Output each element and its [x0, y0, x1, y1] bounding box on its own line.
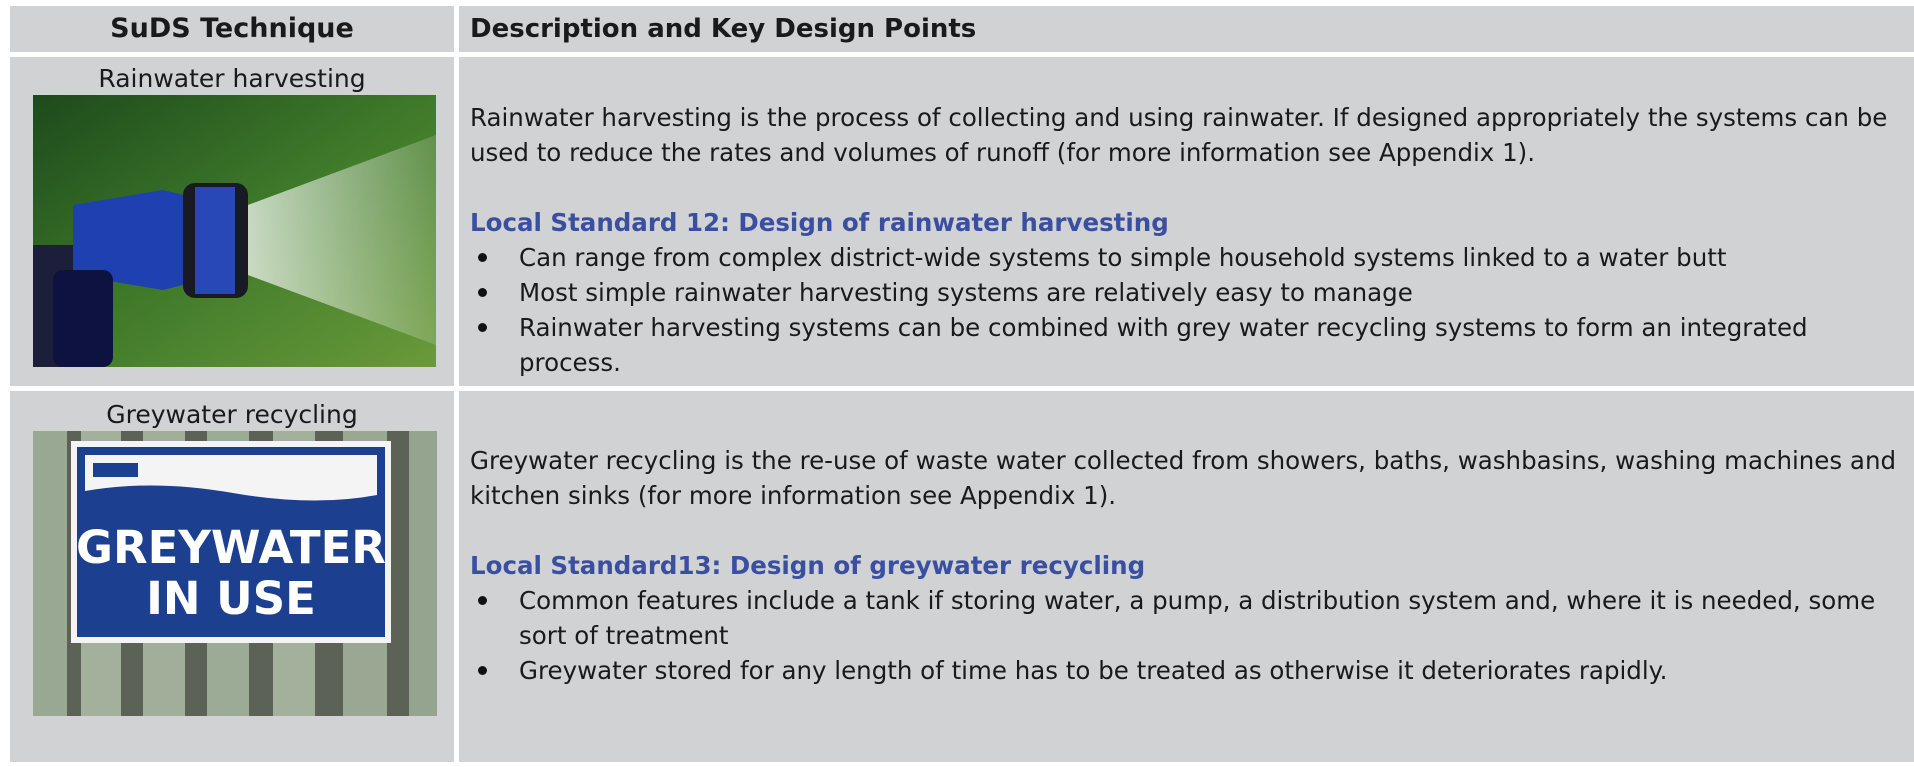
- bullet-item: Common features include a tank if storin…: [470, 583, 1908, 653]
- page: SuDS Technique Description and Key Desig…: [0, 0, 1914, 762]
- technique-label: Greywater recycling: [10, 391, 454, 431]
- bullet-item: Greywater stored for any length of time …: [470, 653, 1908, 688]
- bullet-list: Can range from complex district-wide sys…: [470, 240, 1908, 380]
- technique-cell: Rainwater harvesting: [10, 57, 459, 386]
- table: SuDS Technique Description and Key Desig…: [10, 6, 1914, 767]
- hose-photo: [33, 95, 436, 367]
- header-cell: Description and Key Design Points: [459, 6, 1914, 52]
- sign-photo: GREYWATER IN USE: [33, 431, 437, 716]
- bullet-item: Rainwater harvesting systems can be comb…: [470, 310, 1908, 380]
- technique-label: Rainwater harvesting: [10, 57, 454, 95]
- sign-text: IN USE: [146, 572, 316, 625]
- sign-text: GREYWATER: [76, 521, 386, 574]
- description-text: Rainwater harvesting is the process of c…: [470, 100, 1908, 170]
- bullet-item: Most simple rainwater harvesting systems…: [470, 275, 1908, 310]
- description-cell: Greywater recycling is the re-use of was…: [459, 391, 1914, 762]
- table-row: Rainwater harvesting Rainwater harvestin…: [10, 57, 1914, 386]
- description-text: Greywater recycling is the re-use of was…: [470, 443, 1908, 513]
- bullet-item: Can range from complex district-wide sys…: [470, 240, 1908, 275]
- technique-cell: Greywater recycling GREYWATER IN USE: [10, 391, 459, 762]
- header-row: SuDS Technique Description and Key Desig…: [10, 6, 1914, 52]
- standard-heading: Local Standard13: Design of greywater re…: [470, 548, 1908, 583]
- bullet-list: Common features include a tank if storin…: [470, 583, 1908, 688]
- table-row: Greywater recycling GREYWATER IN USE: [10, 391, 1914, 762]
- header-cell: SuDS Technique: [10, 6, 459, 52]
- standard-heading: Local Standard 12: Design of rainwater h…: [470, 205, 1908, 240]
- description-cell: Rainwater harvesting is the process of c…: [459, 57, 1914, 386]
